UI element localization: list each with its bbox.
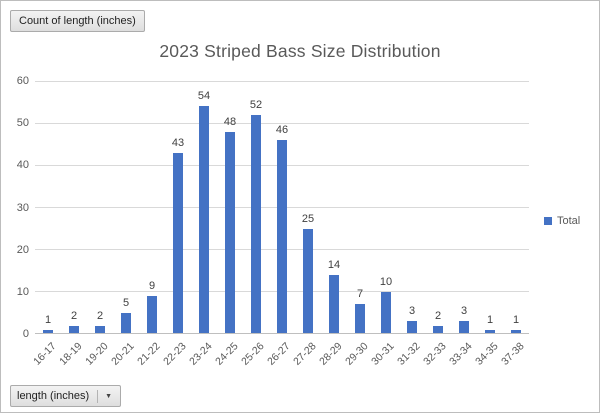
data-label: 43 [171, 137, 185, 149]
bar-37-38[interactable] [511, 330, 521, 334]
dropdown-arrow-icon[interactable]: ▼ [105, 392, 113, 400]
bar-slot: 52 [243, 81, 269, 334]
bar-28-29[interactable] [329, 275, 339, 334]
bar-16-17[interactable] [43, 330, 53, 334]
bar-slot: 43 [165, 81, 191, 334]
bar-30-31[interactable] [381, 292, 391, 334]
axis-field-label: length (inches) [17, 390, 90, 402]
y-axis-tick-label: 40 [16, 159, 29, 172]
data-label: 2 [70, 310, 78, 322]
bar-slot: 10 [373, 81, 399, 334]
y-axis-tick-label: 50 [16, 117, 29, 130]
bar-29-30[interactable] [355, 304, 365, 334]
x-axis-tick-label: 29-30 [343, 340, 371, 368]
bar-27-28[interactable] [303, 229, 313, 334]
y-axis-tick-label: 60 [16, 75, 29, 87]
x-axis-tick-label: 21-22 [135, 340, 163, 368]
bar-21-22[interactable] [147, 296, 157, 334]
x-axis-tick-label: 30-31 [369, 340, 397, 368]
x-axis-tick-label: 25-26 [239, 340, 267, 368]
x-axis-line [35, 333, 529, 334]
bar-23-24[interactable] [199, 106, 209, 334]
data-label: 1 [486, 314, 494, 326]
data-label: 48 [223, 116, 237, 128]
x-axis-tick-label: 16-17 [31, 340, 59, 368]
y-axis-tick-label: 30 [16, 201, 29, 214]
data-label: 9 [148, 280, 156, 292]
bar-slot: 2 [61, 81, 87, 334]
bar-slot: 46 [269, 81, 295, 334]
bar-series: 1 2 2 5 9 43 54 48 52 46 25 14 7 10 3 2 3 1 1 [35, 81, 529, 334]
x-axis: 16-17 18-19 19-20 20-21 21-22 22-23 23-24 24-25… [31, 334, 529, 382]
x-axis-tick-label: 24-25 [213, 340, 241, 368]
bar-34-35[interactable] [485, 330, 495, 334]
bar-slot: 9 [139, 81, 165, 334]
x-axis-tick-label: 32-33 [421, 340, 449, 368]
bar-slot: 48 [217, 81, 243, 334]
x-axis-tick-label: 28-29 [317, 340, 345, 368]
bar-slot: 3 [451, 81, 477, 334]
x-axis-tick-label: 20-21 [109, 340, 137, 368]
bar-slot: 2 [425, 81, 451, 334]
button-divider [97, 389, 99, 403]
bar-slot: 14 [321, 81, 347, 334]
gridline [35, 122, 529, 124]
x-axis-tick-label: 31-32 [395, 340, 423, 368]
data-label: 5 [122, 297, 130, 309]
bar-slot: 1 [503, 81, 529, 334]
legend[interactable]: Total [544, 215, 580, 227]
bar-26-27[interactable] [277, 140, 287, 334]
x-axis-tick-label: 27-28 [291, 340, 319, 368]
bar-32-33[interactable] [433, 326, 443, 334]
x-axis-tick-label: 18-19 [57, 340, 85, 368]
bar-slot: 54 [191, 81, 217, 334]
data-label: 52 [249, 99, 263, 111]
bar-slot: 1 [477, 81, 503, 334]
x-axis-tick-label: 19-20 [83, 340, 111, 368]
legend-label: Total [557, 215, 581, 227]
bar-slot: 3 [399, 81, 425, 334]
bar-20-21[interactable] [121, 313, 131, 334]
bar-slot: 25 [295, 81, 321, 334]
x-axis-tick-label: 33-34 [447, 340, 475, 368]
x-axis-tick-label: 34-35 [473, 340, 501, 368]
data-label: 7 [356, 288, 364, 300]
plot-area: 0 10 20 30 40 50 60 1 2 2 5 9 43 54 48 52 46 25 14 7 10 3 2 3 1… [17, 75, 529, 368]
bar-slot: 7 [347, 81, 373, 334]
data-label: 3 [408, 305, 416, 317]
value-field-button[interactable]: Count of length (inches) [10, 10, 145, 32]
data-label: 54 [197, 90, 211, 102]
legend-swatch-icon [544, 217, 552, 225]
bar-25-26[interactable] [251, 115, 261, 334]
gridline [35, 80, 529, 82]
y-axis-tick-label: 20 [16, 243, 29, 256]
data-label: 25 [301, 213, 315, 225]
data-label: 2 [96, 310, 104, 322]
x-axis-tick-label: 37-38 [499, 340, 527, 368]
bar-18-19[interactable] [69, 326, 79, 334]
data-label: 3 [460, 305, 468, 317]
data-label: 10 [379, 276, 393, 288]
bar-slot: 2 [87, 81, 113, 334]
data-label: 1 [512, 314, 520, 326]
bar-slot: 1 [35, 81, 61, 334]
x-axis-tick-label: 22-23 [161, 340, 189, 368]
x-axis-tick-label: 23-24 [187, 340, 215, 368]
bar-slot: 5 [113, 81, 139, 334]
y-axis-tick-label: 10 [16, 285, 29, 298]
x-axis-tick-label: 26-27 [265, 340, 293, 368]
bar-31-32[interactable] [407, 321, 417, 334]
axis-field-button[interactable]: length (inches) ▼ [10, 385, 122, 407]
data-label: 46 [275, 124, 289, 136]
data-label: 1 [44, 314, 52, 326]
bar-33-34[interactable] [459, 321, 469, 334]
bar-19-20[interactable] [95, 326, 105, 334]
bar-22-23[interactable] [173, 153, 183, 334]
y-axis-tick-label: 0 [22, 328, 29, 340]
chart-title: 2023 Striped Bass Size Distribution [159, 41, 441, 61]
data-label: 2 [434, 310, 442, 322]
bar-24-25[interactable] [225, 132, 235, 334]
data-label: 14 [327, 259, 341, 271]
